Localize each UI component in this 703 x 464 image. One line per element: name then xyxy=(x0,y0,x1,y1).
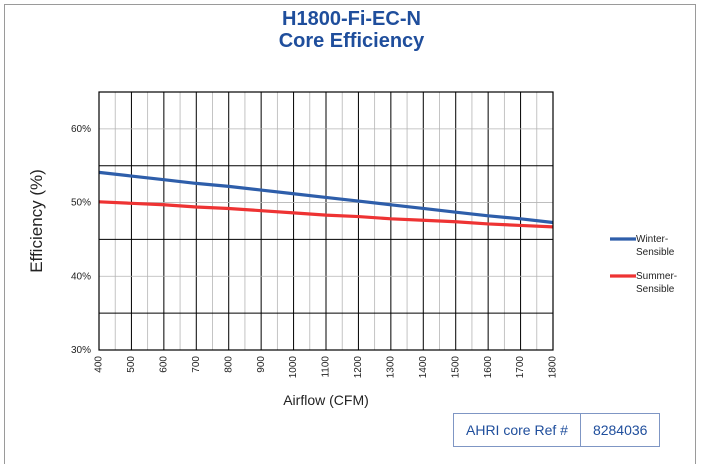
x-tick-label: 400 xyxy=(94,356,105,373)
ahri-value: 8284036 xyxy=(579,414,660,446)
legend-label: Sensible xyxy=(636,247,675,258)
x-tick-labels: 400 500 600 700 800 900 1000 1100 1200 1300 1400 15… xyxy=(94,356,559,379)
x-axis-label: Airflow (CFM) xyxy=(283,392,369,408)
x-tick-label: 1700 xyxy=(515,356,526,379)
x-tick-label: 1100 xyxy=(321,356,332,378)
legend-label: Winter- xyxy=(636,234,668,245)
y-tick-label: 60% xyxy=(71,124,91,135)
series-line-1 xyxy=(98,170,554,225)
series-line-2 xyxy=(98,200,554,229)
y-tick-label: 50% xyxy=(71,198,91,209)
legend-label: Summer- xyxy=(636,271,677,282)
chart-title: H1800-Fi-EC-N xyxy=(282,8,421,30)
x-tick-label: 1400 xyxy=(418,356,429,379)
plot-border xyxy=(98,91,554,351)
grid xyxy=(99,92,553,350)
legend-label: Sensible xyxy=(636,284,675,295)
efficiency-line-chart: 30% 40% 50% 60% 400 500 600 700 800 900 1000 1100 1… xyxy=(27,91,677,408)
x-tick-label: 1500 xyxy=(450,356,461,379)
y-tick-label: 30% xyxy=(71,345,91,356)
x-tick-label: 900 xyxy=(256,356,267,373)
legend: Winter- Sensible Summer- Sensible xyxy=(610,234,677,295)
y-axis-label: Efficiency (%) xyxy=(27,169,46,273)
x-tick-label: 800 xyxy=(223,356,234,373)
series-lines xyxy=(98,170,554,229)
x-tick-label: 700 xyxy=(191,356,202,373)
chart-frame xyxy=(4,4,696,464)
x-tick-label: 600 xyxy=(158,356,169,373)
x-tick-label: 1600 xyxy=(483,356,494,379)
x-tick-label: 1800 xyxy=(548,356,559,379)
y-tick-label: 40% xyxy=(71,271,91,282)
x-tick-label: 1200 xyxy=(353,356,364,379)
ahri-reference-box: AHRI core Ref # 8284036 xyxy=(453,413,661,447)
x-tick-label: 500 xyxy=(126,356,137,373)
chart-subtitle: Core Efficiency xyxy=(278,30,425,52)
y-tick-labels: 30% 40% 50% 60% xyxy=(71,124,91,356)
x-tick-label: 1000 xyxy=(288,356,299,379)
ahri-label: AHRI core Ref # xyxy=(466,422,568,438)
x-tick-label: 1300 xyxy=(385,356,396,379)
